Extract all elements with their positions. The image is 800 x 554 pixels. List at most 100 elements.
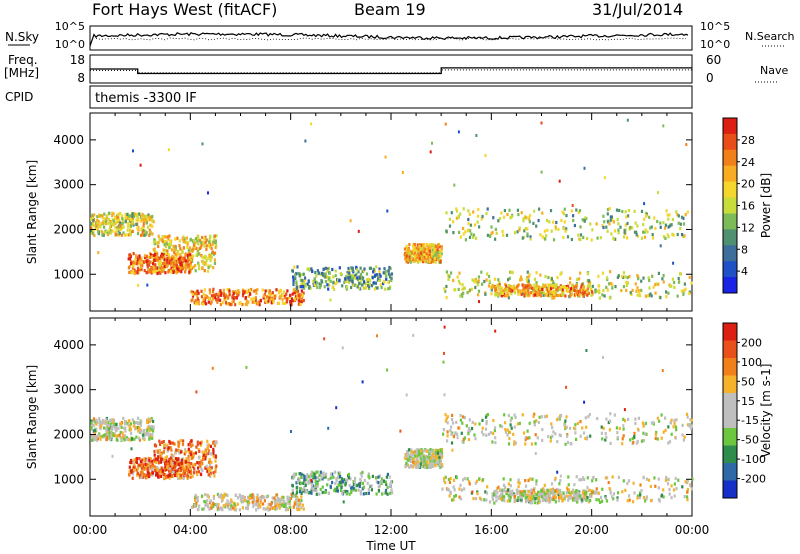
- power-cell-region-6: [467, 209, 470, 213]
- velocity-cell-region-7: [479, 496, 482, 500]
- power-cell-region-3: [208, 291, 212, 295]
- power-cell-region-3: [272, 297, 275, 301]
- velocity-cell-region-0: [129, 428, 132, 432]
- power-cell-region-6: [579, 237, 582, 242]
- power-cell-region-7: [480, 270, 483, 274]
- velocity-cell-region-8: [559, 494, 562, 498]
- velocity-cell-region-2: [189, 470, 192, 474]
- power-cell-region-3: [220, 291, 223, 295]
- power-cell-region-7: [466, 291, 469, 295]
- power-cell-region-5: [429, 255, 432, 259]
- velocity-cell-region-1: [196, 443, 199, 447]
- velocity-cell-region-7: [601, 499, 604, 503]
- velocity-cell-region-2: [157, 475, 160, 479]
- velocity-cell-region-5: [426, 456, 429, 460]
- power-cell-region-4: [324, 272, 327, 276]
- velocity-cell-region-4: [378, 484, 381, 488]
- power-cell-region-7: [542, 293, 545, 297]
- velocity-cell-region-1: [194, 451, 198, 455]
- power-cell-region-2: [152, 270, 155, 274]
- power-cell-region-8: [561, 291, 564, 295]
- velocity-cell-region-3: [226, 505, 229, 509]
- velocity-cell-region-6: [569, 426, 572, 430]
- velocity-cell-region-2: [143, 457, 146, 461]
- velocity-cell-region-1: [192, 452, 196, 456]
- power-cell-region-7: [654, 283, 657, 287]
- velocity-cell-region-8: [530, 495, 533, 499]
- power-cell-region-6: [554, 227, 557, 231]
- velocity-cell-region-0: [94, 437, 98, 441]
- power-scatter-cell: [132, 149, 134, 153]
- power-cell-region-4: [296, 271, 299, 276]
- velocity-scatter-cell: [341, 346, 344, 350]
- velocity-cell-region-1: [166, 449, 169, 453]
- power-cell-region-7: [533, 277, 537, 281]
- power-cell-region-6: [486, 207, 489, 211]
- velocity-cell-region-2: [152, 463, 155, 467]
- power-cell-region-8: [521, 289, 524, 293]
- velocity-cell-region-0: [112, 425, 115, 429]
- velocity-cell-region-0: [135, 426, 138, 430]
- velocity-cell-region-1: [178, 451, 181, 455]
- velocity-cell-region-3: [290, 492, 293, 497]
- power-cell-region-6: [664, 236, 667, 240]
- power-cell-region-0: [136, 226, 139, 230]
- power-cell-region-6: [667, 225, 670, 229]
- power-cell-region-1: [192, 265, 195, 269]
- velocity-cell-region-8: [554, 489, 557, 493]
- velocity-cell-region-8: [511, 489, 514, 493]
- velocity-cell-region-0: [127, 423, 130, 427]
- velocity-cell-region-2: [163, 473, 166, 477]
- power-cell-region-1: [197, 263, 200, 267]
- velocity-cell-region-6: [604, 438, 607, 442]
- power-cell-region-3: [221, 301, 224, 305]
- power-cell-region-7: [488, 279, 491, 283]
- power-cell-region-6: [649, 226, 652, 230]
- power-cell-region-0: [126, 212, 129, 217]
- velocity-cell-region-4: [307, 474, 310, 478]
- power-cell-region-1: [203, 244, 206, 248]
- velocity-cell-region-4: [361, 470, 364, 474]
- power-cell-region-7: [639, 294, 642, 298]
- velocity-cell-region-3: [236, 496, 240, 500]
- velocity-cell-region-0: [137, 421, 140, 426]
- velocity-cell-region-3: [267, 502, 270, 506]
- velocity-cell-region-4: [329, 476, 332, 480]
- velocity-cell-region-2: [145, 466, 148, 470]
- power-cell-region-8: [515, 287, 518, 291]
- power-cell-region-3: [212, 294, 216, 298]
- velocity-cell-region-4: [336, 489, 339, 493]
- power-cell-region-4: [348, 274, 351, 278]
- power-cell-region-2: [134, 261, 137, 266]
- power-cell-region-5: [420, 256, 423, 260]
- power-cell-region-8: [588, 285, 591, 289]
- velocity-cell-region-8: [534, 493, 537, 497]
- velocity-cell-region-0: [150, 418, 153, 422]
- power-cell-region-1: [197, 236, 200, 240]
- power-cell-region-7: [569, 281, 572, 285]
- velocity-cell-region-7: [664, 478, 667, 482]
- power-cell-region-0: [149, 223, 152, 227]
- power-cell-region-8: [557, 286, 560, 290]
- velocity-cell-region-0: [146, 429, 149, 433]
- velocity-ylabel: Slant Range [km]: [25, 365, 39, 469]
- velocity-cell-region-2: [151, 461, 154, 466]
- velocity-cell-region-4: [329, 472, 333, 476]
- power-cell-region-7: [648, 278, 651, 283]
- velocity-cell-region-6: [471, 426, 474, 431]
- power-cell-region-1: [189, 237, 192, 241]
- power-cell-region-4: [390, 278, 393, 283]
- velocity-cell-region-4: [375, 480, 378, 484]
- power-scatter-cell: [659, 244, 662, 248]
- velocity-cell-region-8: [537, 490, 540, 494]
- velocity-cell-region-0: [95, 418, 98, 422]
- velocity-cell-region-0: [92, 417, 96, 421]
- velocity-cell-region-3: [272, 506, 275, 510]
- velocity-cell-region-6: [535, 419, 538, 423]
- power-cell-region-6: [445, 229, 448, 233]
- velocity-cell-region-8: [519, 498, 523, 502]
- velocity-cell-region-2: [181, 458, 184, 462]
- velocity-cell-region-7: [595, 498, 598, 502]
- velocity-cell-region-0: [130, 431, 133, 435]
- power-cell-region-4: [350, 266, 353, 270]
